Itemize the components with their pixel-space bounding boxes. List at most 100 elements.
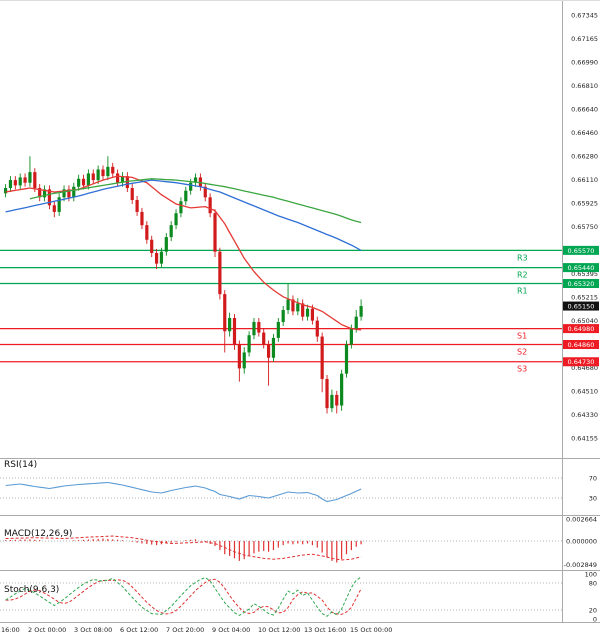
candle-body bbox=[247, 335, 251, 353]
candle-body bbox=[125, 176, 129, 189]
candle-body bbox=[159, 251, 164, 264]
candle-body bbox=[335, 394, 339, 406]
price-tick-label: 0.66990 bbox=[571, 58, 598, 66]
time-axis[interactable] bbox=[0, 623, 600, 637]
candle-body bbox=[130, 188, 134, 200]
price-flag-text: 0.65150 bbox=[568, 302, 595, 310]
macd-axis-label: 0.000000 bbox=[566, 537, 597, 545]
candle-body bbox=[193, 177, 198, 183]
candle-body bbox=[203, 186, 207, 198]
candle-body bbox=[23, 177, 27, 183]
time-axis-label: 9 Oct 04:00 bbox=[212, 626, 250, 634]
candle-body bbox=[150, 239, 154, 254]
price-tick-label: 0.65395 bbox=[571, 270, 598, 278]
price-flag bbox=[563, 263, 599, 273]
candle-body bbox=[77, 178, 81, 187]
candle-body bbox=[228, 317, 232, 332]
level-label-S3: S3 bbox=[517, 365, 527, 374]
price-flag bbox=[563, 340, 599, 350]
stoch-panel[interactable] bbox=[0, 571, 562, 622]
price-tick-label: 0.65040 bbox=[571, 317, 598, 325]
stoch-k-line bbox=[5, 576, 362, 617]
price-tick-label: 0.66640 bbox=[571, 105, 598, 113]
macd-axis-label: -0.002849 bbox=[564, 561, 597, 569]
candle-body bbox=[67, 189, 71, 198]
candle-body bbox=[330, 394, 334, 409]
candle-body bbox=[257, 321, 261, 333]
candle-body bbox=[271, 337, 276, 358]
candle-body bbox=[164, 237, 168, 252]
price-flag-text: 0.65320 bbox=[568, 280, 595, 288]
candle-body bbox=[189, 182, 193, 191]
candle-body bbox=[62, 189, 66, 198]
price-tick-label: 0.65750 bbox=[571, 223, 598, 231]
price-tick-label: 0.66460 bbox=[571, 129, 598, 137]
candle-body bbox=[86, 173, 90, 186]
time-axis-label: 6 Oct 12:00 bbox=[120, 626, 158, 634]
macd-axis-label: 0.002664 bbox=[566, 515, 597, 523]
candle-body bbox=[120, 176, 125, 183]
rsi-axis-label: 30 bbox=[589, 494, 597, 502]
candle-body bbox=[349, 328, 353, 345]
candle-body bbox=[47, 189, 52, 206]
price-tick-label: 0.64155 bbox=[571, 434, 598, 442]
candle-body bbox=[242, 352, 246, 369]
price-tick-label: 0.65215 bbox=[571, 293, 598, 301]
time-axis-label: 3 Oct 08:00 bbox=[74, 626, 112, 634]
candle-body bbox=[135, 199, 139, 212]
time-axis-label: 7 Oct 20:00 bbox=[166, 626, 204, 634]
candle-body bbox=[320, 336, 324, 379]
candle-body bbox=[106, 166, 110, 177]
ma-fast-red-line bbox=[5, 175, 362, 331]
candle-body bbox=[237, 344, 241, 369]
candle-body bbox=[38, 188, 42, 198]
time-axis-label: 13 Oct 16:00 bbox=[304, 626, 346, 634]
price-tick-label: 0.67165 bbox=[571, 35, 598, 43]
rsi-panel[interactable] bbox=[0, 459, 562, 515]
candle-body bbox=[344, 344, 349, 374]
candle-body bbox=[81, 178, 86, 186]
time-axis-label: 2 Oct 00:00 bbox=[28, 626, 66, 634]
price-tick-label: 0.64330 bbox=[571, 411, 598, 419]
candle-body bbox=[340, 373, 344, 406]
level-label-S1: S1 bbox=[517, 332, 527, 341]
price-tick-label: 0.66280 bbox=[571, 152, 598, 160]
candle-body bbox=[101, 169, 105, 177]
candle-body bbox=[291, 299, 295, 312]
candle-body bbox=[354, 316, 358, 329]
candle-body bbox=[154, 253, 159, 264]
stoch-axis-label: 80 bbox=[589, 579, 597, 587]
candle-body bbox=[276, 321, 280, 338]
candle-body bbox=[296, 303, 300, 312]
price-tick-label: 0.66810 bbox=[571, 82, 598, 90]
candle-body bbox=[325, 378, 329, 409]
price-flag-text: 0.65440 bbox=[568, 264, 595, 272]
price-tick-label: 0.67345 bbox=[571, 11, 598, 19]
price-flag bbox=[563, 301, 599, 311]
candle-body bbox=[4, 188, 8, 194]
price-flag bbox=[563, 324, 599, 334]
candle-body bbox=[72, 186, 76, 198]
price-axis[interactable] bbox=[562, 1, 600, 623]
candle-body bbox=[301, 303, 305, 317]
candle-body bbox=[111, 166, 115, 174]
level-label-R3: R3 bbox=[517, 253, 528, 262]
price-flag bbox=[563, 279, 599, 289]
main-chart-area[interactable] bbox=[0, 1, 562, 458]
candle-body bbox=[252, 321, 256, 336]
stoch-indicator-label: Stoch(9,6,3) bbox=[4, 585, 60, 595]
stoch-axis-label: 20 bbox=[589, 606, 597, 614]
level-label-S2: S2 bbox=[517, 348, 527, 357]
price-flag-text: 0.64980 bbox=[568, 325, 595, 333]
price-flag-text: 0.64730 bbox=[568, 358, 595, 366]
macd-panel[interactable] bbox=[0, 516, 562, 570]
price-tick-label: 0.64510 bbox=[571, 387, 598, 395]
candle-body bbox=[184, 190, 188, 202]
candle-body bbox=[232, 317, 237, 345]
ma-slow-green-line bbox=[29, 178, 362, 224]
candle-body bbox=[28, 172, 32, 183]
macd-indicator-label: MACD(12,26,9) bbox=[4, 529, 73, 539]
stoch-axis-label: 0 bbox=[593, 615, 597, 623]
